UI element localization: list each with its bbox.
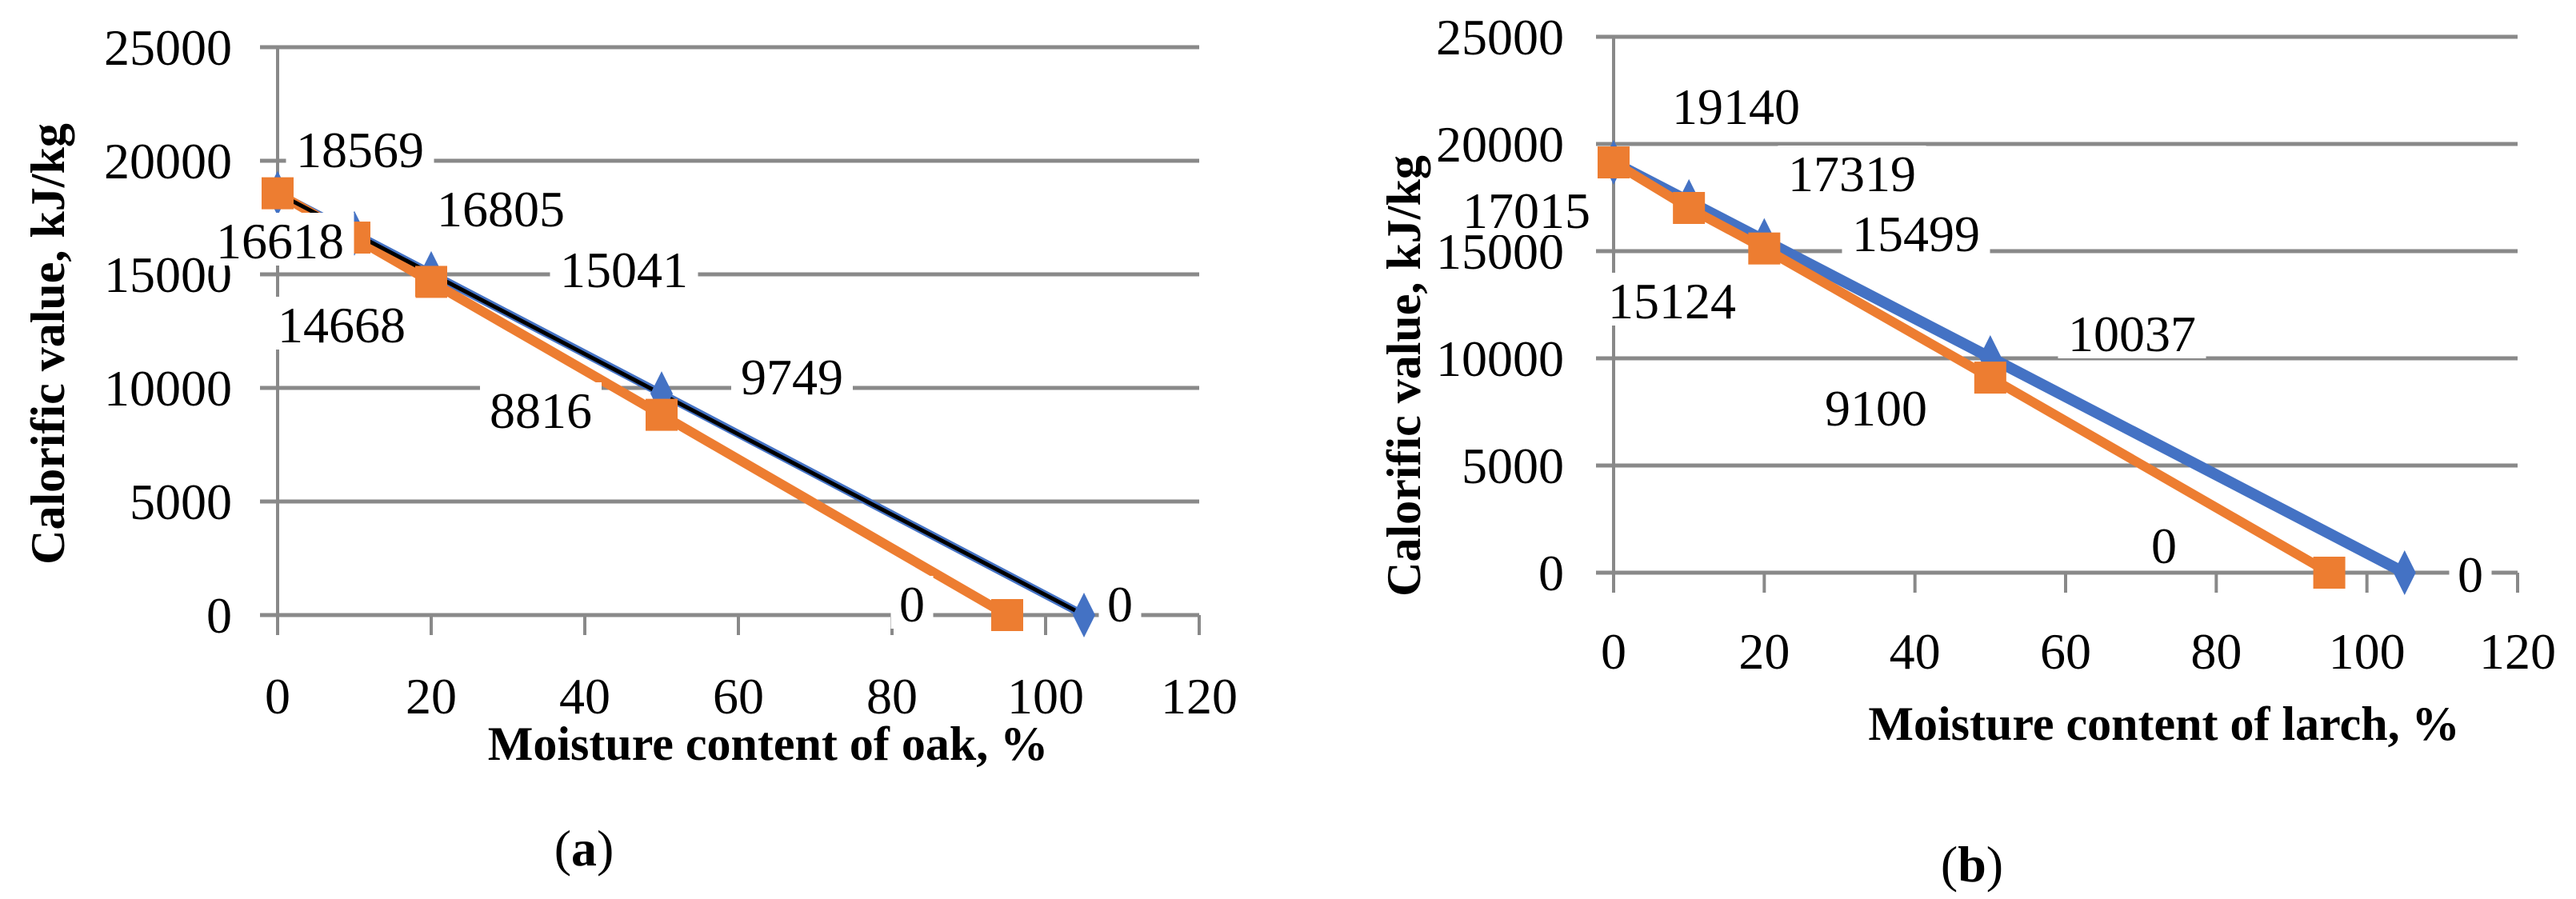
data-point-square (646, 398, 678, 431)
y-tick-label: 20000 (1436, 116, 1564, 173)
x-tick-label: 20 (1738, 623, 1790, 680)
panel-label: (a) (554, 820, 614, 877)
data-label-background (1778, 146, 1926, 198)
x-tick-label: 0 (265, 668, 290, 725)
data-label-background (2449, 546, 2492, 599)
y-tick-label: 0 (206, 587, 232, 644)
data-label: 17319 (1788, 146, 1916, 202)
data-point-square (1748, 232, 1781, 265)
x-tick-label: 80 (866, 668, 918, 725)
data-label: 14668 (278, 297, 406, 354)
y-tick-label: 25000 (104, 19, 232, 76)
data-point-square (1974, 362, 2006, 394)
y-tick-label: 5000 (1462, 438, 1564, 494)
data-label: 0 (1107, 576, 1133, 633)
panel-paren-open: ( (1941, 836, 1958, 893)
data-point-square (1673, 191, 1706, 224)
panel-paren-close: ) (1986, 836, 2003, 893)
data-label-background (1662, 78, 1810, 131)
x-tick-label: 0 (1601, 623, 1626, 680)
data-label: 0 (2458, 546, 2483, 603)
data-label: 15041 (560, 242, 688, 298)
data-label-background (480, 382, 602, 435)
x-tick-label: 80 (2190, 623, 2242, 680)
data-label: 16618 (216, 213, 344, 270)
panel-label: (b) (1941, 836, 2003, 893)
data-label-background (206, 213, 354, 266)
panel-letter: a (571, 820, 597, 877)
data-label: 16805 (437, 181, 565, 238)
data-point-square (2313, 557, 2346, 589)
data-label: 10037 (2068, 306, 2196, 362)
y-tick-label: 25000 (1436, 9, 1564, 66)
x-tick-label: 120 (1161, 668, 1238, 725)
data-label: 17015 (1462, 182, 1590, 239)
data-label: 8816 (490, 382, 592, 439)
data-point-square (415, 266, 447, 298)
x-tick-label: 100 (1007, 668, 1084, 725)
data-label-background (2142, 517, 2186, 570)
data-label-background (286, 122, 434, 174)
data-label-background (2058, 306, 2206, 358)
x-tick-label: 60 (2040, 623, 2091, 680)
data-label-background (1815, 380, 1937, 433)
data-label: 15499 (1852, 206, 1980, 262)
x-tick-label: 20 (406, 668, 457, 725)
data-label-background (550, 242, 698, 294)
panel-paren-close: ) (597, 820, 614, 877)
y-axis-title: Calorific value, kJ/kg (1378, 155, 1430, 597)
data-label-background (1452, 182, 1601, 235)
data-label-background (1098, 576, 1142, 629)
series-line-series-1 (1610, 157, 2407, 578)
data-label: 9100 (1825, 380, 1927, 437)
data-label: 9749 (741, 349, 843, 406)
data-label-background (267, 297, 416, 350)
x-tick-label: 60 (713, 668, 764, 725)
x-tick-label: 40 (1890, 623, 1941, 680)
data-label: 15124 (1608, 273, 1736, 330)
y-tick-label: 5000 (130, 473, 232, 530)
data-point-square (1598, 146, 1630, 179)
data-label-background (426, 181, 575, 234)
trendline (276, 191, 1086, 617)
data-label: 18569 (296, 122, 424, 178)
y-tick-label: 0 (1538, 545, 1564, 601)
data-point-square (262, 177, 294, 210)
data-point-diamond (650, 371, 673, 417)
x-tick-label: 120 (2479, 623, 2556, 680)
y-axis-title: Calorific value, kJ/kg (22, 123, 74, 565)
data-label-background (1842, 206, 1990, 258)
data-label: 19140 (1672, 78, 1800, 135)
data-point-diamond (1073, 593, 1095, 637)
data-point-diamond (2393, 550, 2416, 595)
panel-letter: b (1958, 836, 1986, 893)
x-axis-title: Moisture content of larch, % (1868, 697, 2459, 750)
x-tick-label: 40 (559, 668, 610, 725)
y-tick-label: 10000 (104, 360, 232, 417)
data-label: 0 (2151, 517, 2177, 574)
data-label-background (731, 349, 853, 402)
data-label: 0 (899, 576, 925, 633)
y-tick-label: 10000 (1436, 330, 1564, 387)
x-tick-label: 100 (2329, 623, 2406, 680)
y-tick-label: 20000 (104, 133, 232, 190)
data-label-background (890, 576, 934, 629)
data-label-background (1598, 273, 1746, 326)
data-point-square (991, 599, 1023, 631)
panel-paren-open: ( (554, 820, 571, 877)
x-axis-title: Moisture content of oak, % (488, 717, 1049, 770)
